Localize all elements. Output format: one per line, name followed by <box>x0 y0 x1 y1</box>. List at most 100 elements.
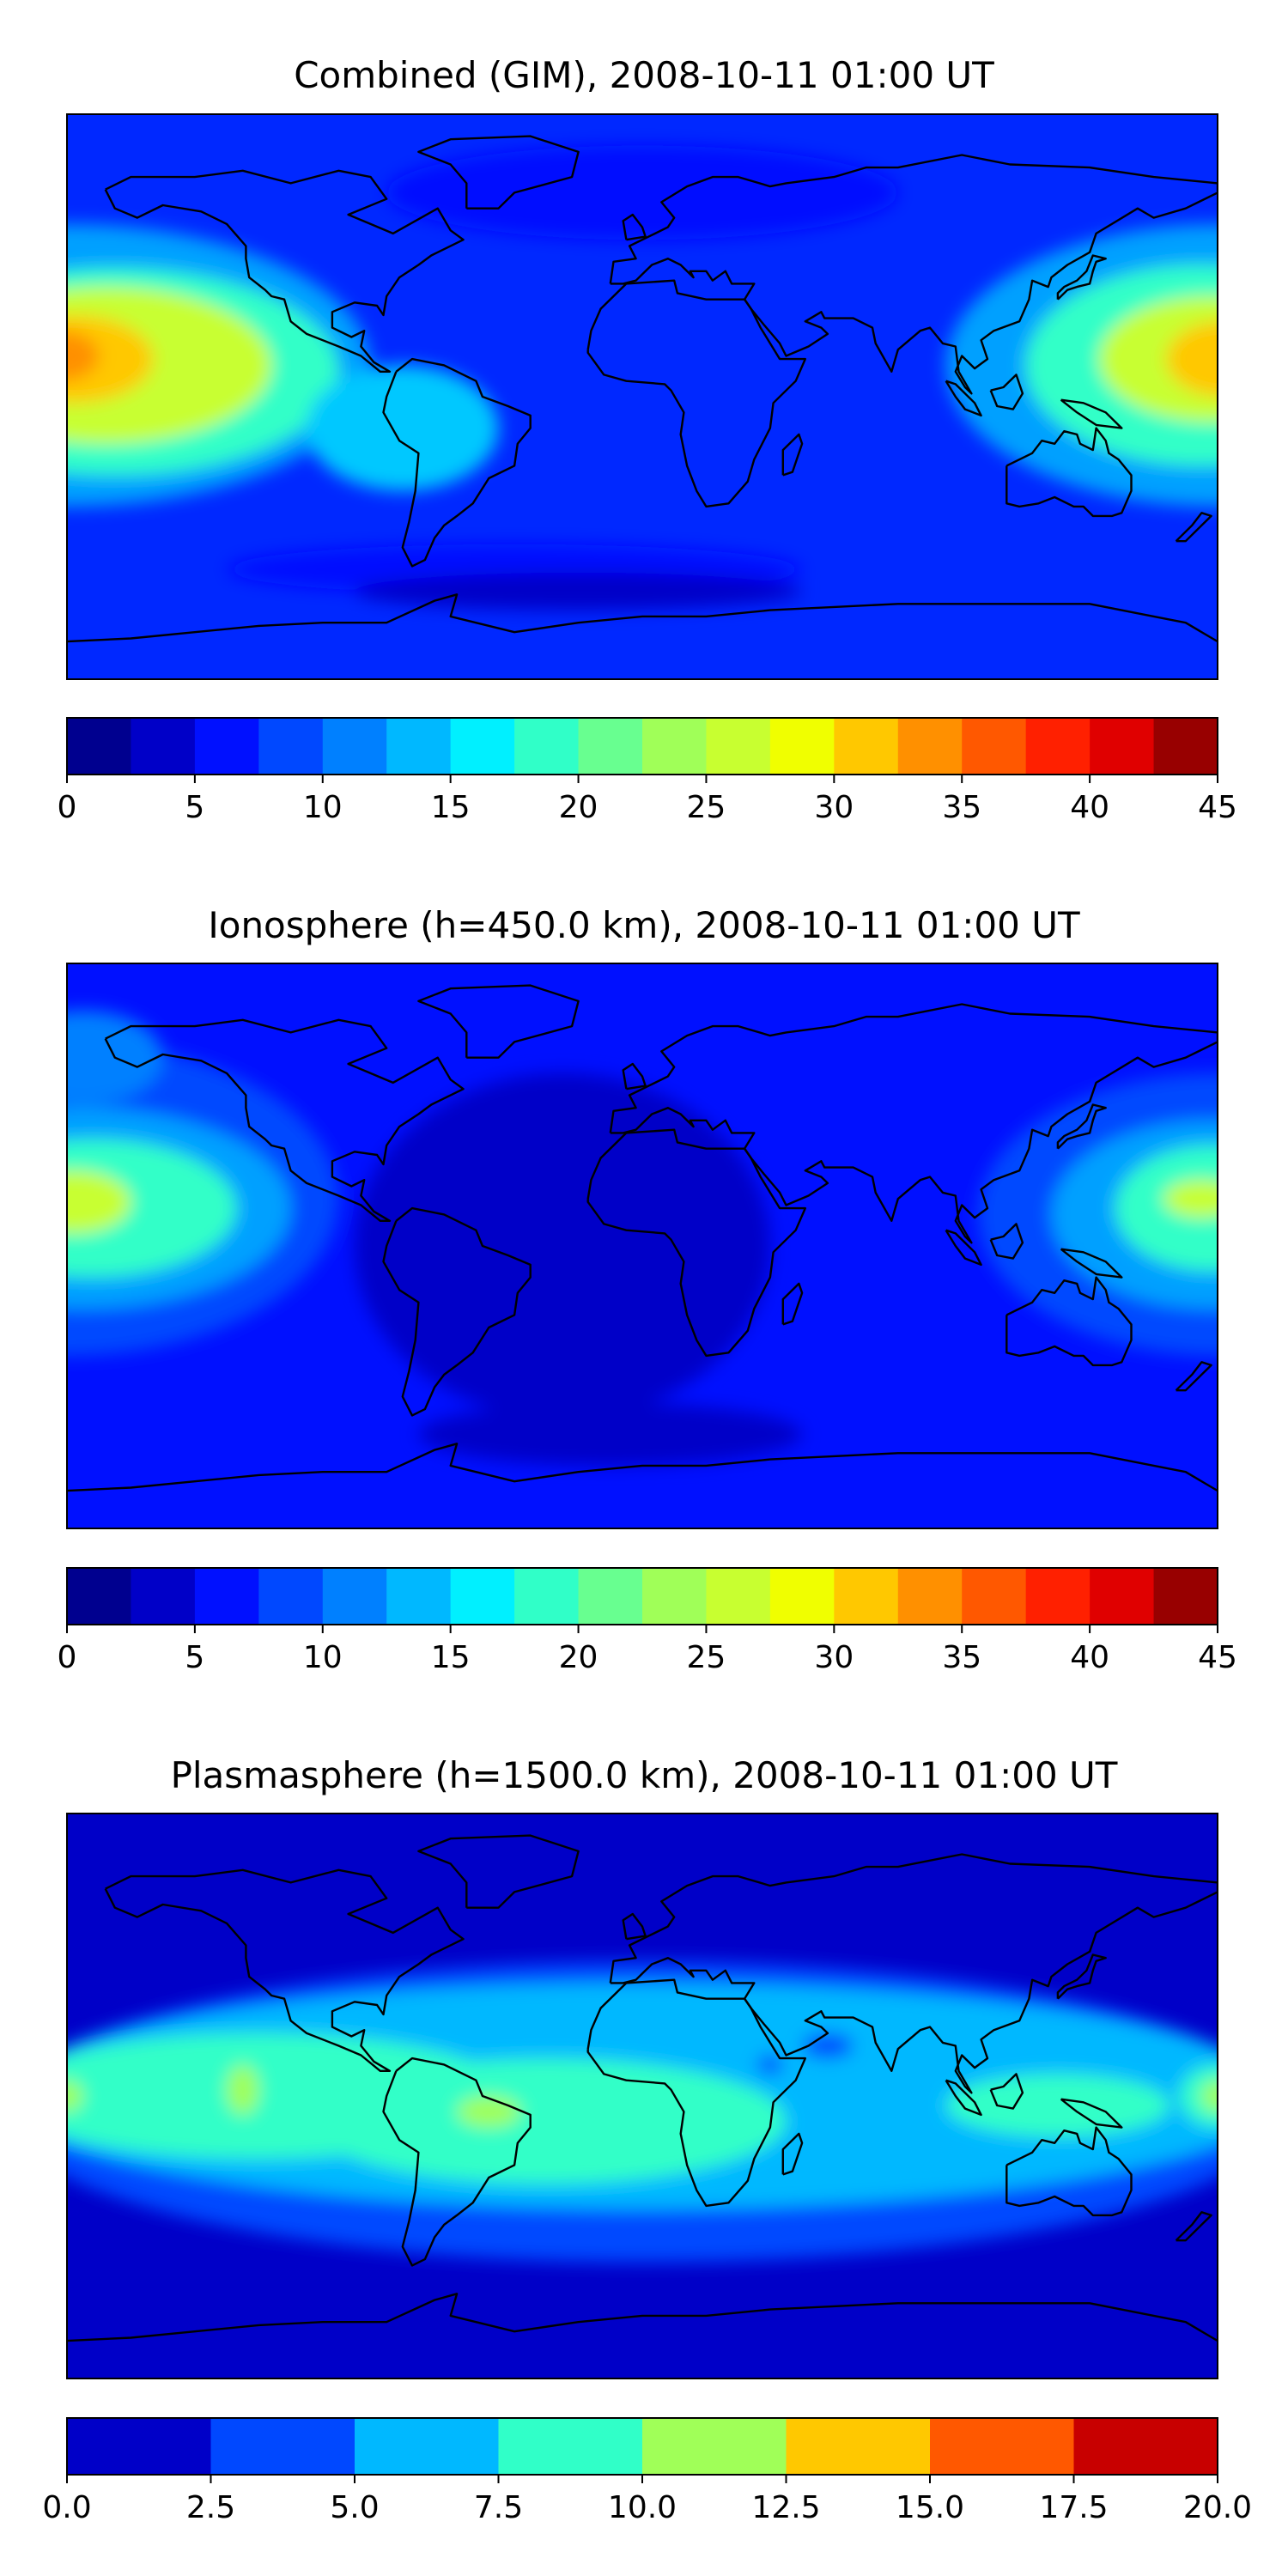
colorbar-tick-label: 20.0 <box>1183 2490 1252 2525</box>
contour-region <box>355 1072 770 1419</box>
panel-title: Plasmasphere (h=1500.0 km), 2008-10-11 0… <box>171 1754 1118 1796</box>
coastline <box>622 213 647 241</box>
colorbar-tick-label: 0 <box>58 1640 77 1675</box>
contour-region <box>67 1170 131 1234</box>
colorbar-segment <box>67 2418 211 2475</box>
contour-region <box>1201 2080 1218 2112</box>
colorbar-segment <box>194 718 259 775</box>
colorbar-segment <box>322 1568 387 1625</box>
coastline <box>382 357 532 568</box>
colorbar-segment <box>498 2418 643 2475</box>
coastline <box>609 1003 1218 1244</box>
colorbar-segment <box>194 1568 259 1625</box>
coastline <box>945 380 982 417</box>
colorbar-segment <box>834 718 899 775</box>
map-frame <box>66 1813 1218 2379</box>
colorbar-tick-label: 40 <box>1070 790 1109 825</box>
coastline <box>622 1062 647 1091</box>
coastlines <box>67 1834 1218 2342</box>
coastline <box>1005 2126 1133 2217</box>
contour-region <box>67 2080 83 2112</box>
colorbar-tick-label: 10 <box>303 1640 343 1675</box>
colorbar-tick-label: 45 <box>1198 790 1237 825</box>
colorbar-tick-label: 7.5 <box>474 2490 523 2525</box>
coastlines <box>67 984 1218 1492</box>
coastline <box>1060 398 1123 429</box>
coastline <box>104 1018 465 1222</box>
colorbar-segment <box>1073 2418 1218 2475</box>
coastline <box>781 433 804 477</box>
colorbar-tick-label: 35 <box>942 1640 981 1675</box>
coastline <box>1056 1103 1107 1150</box>
colorbar-plasmasphere: 0.0 2.5 5.0 7.5 10.0 12.5 15.0 17.5 20.0 <box>42 2417 1252 2525</box>
colorbar-segment <box>578 718 643 775</box>
colorbar-tick-label: 25 <box>687 790 726 825</box>
colorbar-segment <box>642 718 707 775</box>
colorbar-segment <box>131 718 196 775</box>
contour-region <box>457 2096 521 2128</box>
colorbar-segment <box>450 1568 515 1625</box>
tec-field <box>67 1814 1218 2379</box>
colorbar-tick-label: 17.5 <box>1039 2490 1108 2525</box>
coastline <box>609 154 1218 395</box>
contour-region <box>67 314 154 404</box>
coastline <box>1056 254 1107 301</box>
colorbar-segment <box>67 718 131 775</box>
colorbar-segment <box>1025 1568 1091 1625</box>
contour-region <box>418 1402 803 1466</box>
contour-region <box>802 2032 854 2059</box>
colorbar-segment <box>769 718 835 775</box>
colorbar-tick-label: 5 <box>185 790 204 825</box>
coastline <box>1175 512 1212 543</box>
colorbar-tick-label: 35 <box>942 790 981 825</box>
coastline <box>989 2073 1024 2110</box>
colorbar-segment <box>897 718 963 775</box>
colorbar-segment <box>642 2418 787 2475</box>
colorbar-segment <box>386 1568 452 1625</box>
contour-region <box>307 2058 787 2184</box>
contour-region <box>1166 321 1218 397</box>
coastline <box>945 1229 982 1267</box>
map-frame <box>66 963 1218 1529</box>
colorbar-tick-label: 0 <box>58 790 77 825</box>
colorbar-segment <box>386 718 452 775</box>
colorbar-segment <box>930 2418 1074 2475</box>
colorbar-tick-label: 10 <box>303 790 343 825</box>
colorbar-segment <box>706 718 771 775</box>
contour-region <box>757 2055 783 2075</box>
contour-region <box>67 1010 163 1105</box>
colorbar-tick-label: 40 <box>1070 1640 1109 1675</box>
tec-field <box>67 963 1218 1528</box>
coastline <box>417 984 580 1059</box>
colorbar-tick-label: 45 <box>1198 1640 1237 1675</box>
coastlines <box>67 135 1218 643</box>
contour-region <box>67 331 100 381</box>
tec-field <box>67 114 1218 679</box>
panel-title: Combined (GIM), 2008-10-11 01:00 UT <box>294 54 994 96</box>
colorbar-segment <box>258 1568 324 1625</box>
colorbar-tick-label: 12.5 <box>751 2490 820 2525</box>
colorbar-frame <box>66 717 1218 775</box>
colorbar-segment <box>1090 718 1155 775</box>
coastline <box>609 1853 1218 2094</box>
colorbar-segment <box>962 1568 1027 1625</box>
colorbar-segment <box>210 2418 355 2475</box>
coastline <box>104 1868 465 2072</box>
contour-region <box>67 2064 106 2128</box>
colorbar-tick-label: 30 <box>814 1640 854 1675</box>
colorbar-tick-label: 5 <box>185 1640 204 1675</box>
panel-combined: Combined (GIM), 2008-10-11 01:00 UT 0 5 10… <box>58 54 1237 825</box>
colorbar-tick-label: 10.0 <box>608 2490 677 2525</box>
contour-region <box>1163 1180 1218 1218</box>
coastline <box>586 1128 806 1358</box>
colorbar-segment <box>450 718 515 775</box>
coastline <box>1060 2098 1123 2129</box>
colorbar-tick-label: 0.0 <box>42 2490 91 2525</box>
coastline <box>382 2057 532 2267</box>
coastline <box>67 1443 1218 1492</box>
colorbar-combined: 0 5 10 15 20 25 30 35 40 45 <box>58 717 1237 825</box>
panel-ionosphere: Ionosphere (h=450.0 km), 2008-10-11 01:0… <box>58 904 1237 1675</box>
colorbar-segment <box>514 1568 580 1625</box>
coastline <box>417 135 580 210</box>
